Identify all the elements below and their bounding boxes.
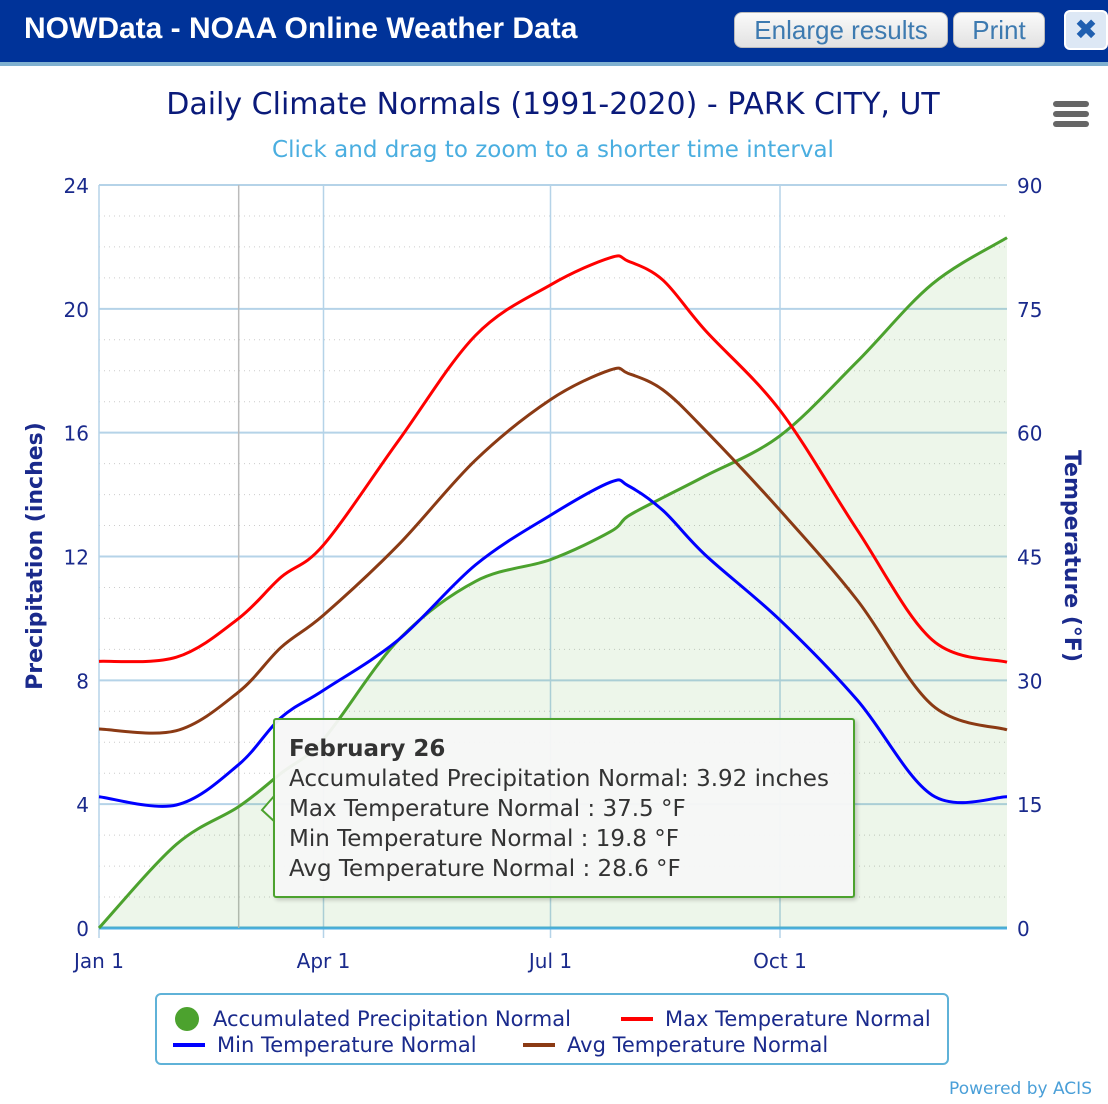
chart-title: Daily Climate Normals (1991-2020) - PARK… bbox=[166, 87, 940, 122]
y-tick-label: 4 bbox=[76, 793, 89, 817]
tooltip-date: February 26 bbox=[289, 736, 446, 762]
x-tick-label: Oct 1 bbox=[753, 949, 807, 973]
legend-item-max[interactable]: Max Temperature Normal bbox=[621, 1007, 931, 1031]
series-line bbox=[97, 236, 1008, 930]
x-tick-label: Jan 1 bbox=[72, 949, 124, 973]
app-title: NOWData - NOAA Online Weather Data bbox=[24, 12, 578, 45]
tooltip-line: Accumulated Precipitation Normal: 3.92 i… bbox=[289, 766, 829, 792]
y-tick-label: 8 bbox=[76, 669, 89, 693]
chart-subtitle: Click and drag to zoom to a shorter time… bbox=[272, 137, 834, 163]
legend-label: Min Temperature Normal bbox=[217, 1033, 477, 1057]
y2-tick-label: 60 bbox=[1017, 422, 1042, 446]
y-tick-label: 24 bbox=[64, 174, 89, 198]
x-tick-label: Jul 1 bbox=[527, 949, 572, 973]
y-tick-label: 12 bbox=[64, 546, 89, 570]
x-tick-label: Apr 1 bbox=[297, 949, 351, 973]
legend-item-min[interactable]: Min Temperature Normal bbox=[173, 1033, 477, 1057]
powered-by-link[interactable]: Powered by ACIS bbox=[949, 1079, 1092, 1099]
legend-item-avg[interactable]: Avg Temperature Normal bbox=[523, 1033, 828, 1057]
legend-item-precip[interactable]: Accumulated Precipitation Normal bbox=[175, 1007, 571, 1031]
y-tick-label: 20 bbox=[64, 298, 89, 322]
tooltip: February 26 Accumulated Precipitation No… bbox=[273, 718, 855, 898]
legend-swatch bbox=[523, 1043, 555, 1047]
legend: Accumulated Precipitation Normal Max Tem… bbox=[155, 993, 949, 1065]
y2-tick-label: 75 bbox=[1017, 298, 1042, 322]
legend-label: Avg Temperature Normal bbox=[567, 1033, 829, 1057]
chart-menu-icon[interactable] bbox=[1053, 101, 1089, 129]
y2-axis-title: Temperature (°F) bbox=[1059, 450, 1084, 662]
app-header: NOWData - NOAA Online Weather Data Enlar… bbox=[0, 0, 1108, 66]
y-tick-label: 0 bbox=[76, 917, 89, 941]
tooltip-line: Min Temperature Normal : 19.8 °F bbox=[289, 826, 679, 852]
enlarge-results-button[interactable]: Enlarge results bbox=[734, 12, 948, 48]
print-button[interactable]: Print bbox=[953, 12, 1045, 48]
y2-tick-label: 15 bbox=[1017, 793, 1042, 817]
legend-swatch bbox=[173, 1043, 205, 1047]
y2-tick-label: 0 bbox=[1017, 917, 1030, 941]
legend-label: Accumulated Precipitation Normal bbox=[213, 1007, 571, 1031]
series-line bbox=[98, 366, 1008, 735]
tooltip-line: Max Temperature Normal : 37.5 °F bbox=[289, 796, 686, 822]
y2-tick-label: 90 bbox=[1017, 174, 1042, 198]
series-line bbox=[98, 478, 1008, 808]
y2-tick-label: 45 bbox=[1017, 546, 1042, 570]
legend-label: Max Temperature Normal bbox=[665, 1007, 931, 1031]
y-tick-label: 16 bbox=[64, 422, 89, 446]
tooltip-line: Avg Temperature Normal : 28.6 °F bbox=[289, 856, 681, 882]
y2-tick-label: 30 bbox=[1017, 669, 1042, 693]
close-icon[interactable]: ✖ bbox=[1064, 10, 1108, 50]
series-line bbox=[98, 254, 1008, 664]
y-axis-title: Precipitation (inches) bbox=[23, 422, 48, 690]
tooltip-pointer bbox=[260, 794, 276, 823]
legend-swatch bbox=[621, 1017, 653, 1021]
legend-swatch bbox=[175, 1007, 199, 1031]
